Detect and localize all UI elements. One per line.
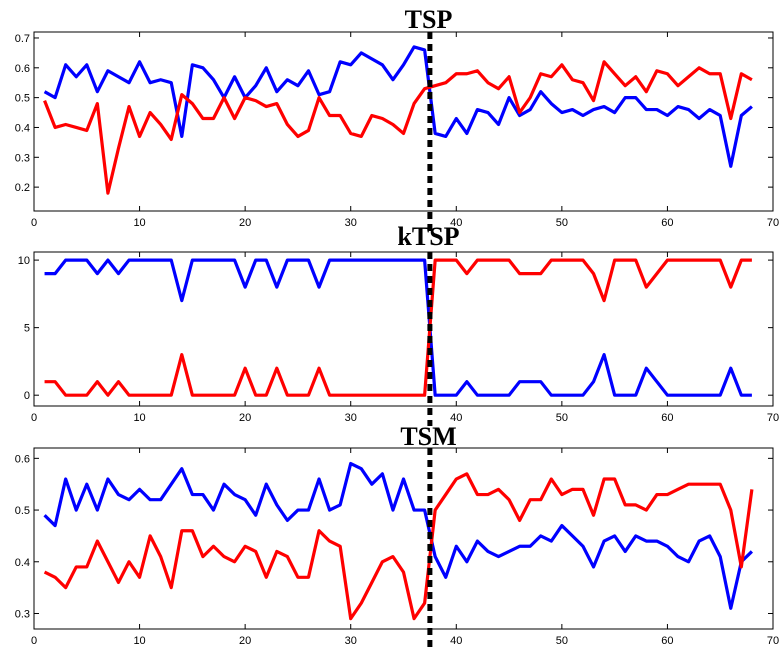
series-line-red [44,258,752,397]
x-tick-label: 30 [345,217,357,229]
x-tick-label: 50 [556,217,568,229]
y-tick-label: 0.4 [15,557,30,569]
x-tick-label: 50 [556,635,568,647]
x-tick-label: 20 [239,217,251,229]
y-tick-label: 0 [24,390,30,402]
x-tick-label: 60 [661,635,673,647]
x-tick-label: 10 [133,635,145,647]
chart-title: kTSP [397,222,459,251]
x-tick-label: 30 [345,412,357,424]
series-line-red [43,60,753,195]
chart-panel-ktsp: 0 10 20 30 40 50 60 70 0 5 10 kTSP [18,222,779,426]
x-tick-label: 10 [133,217,145,229]
x-tick-label: 0 [31,217,37,229]
x-tick-label: 70 [767,412,779,424]
x-tick-label: 60 [661,412,673,424]
x-tick-label: 10 [133,412,145,424]
chart-title: TSP [405,5,453,34]
x-tick-label: 40 [450,217,462,229]
y-tick-label: 10 [18,255,30,267]
x-tick-label: 60 [661,217,673,229]
x-tick-label: 70 [767,635,779,647]
x-tick-label: 30 [345,635,357,647]
x-tick-label: 50 [556,412,568,424]
series-line-blue [43,45,753,168]
axes-box [33,251,774,407]
y-tick-label: 0.2 [15,182,30,194]
y-tick-label: 0.7 [15,33,30,45]
x-tick-label: 0 [31,412,37,424]
y-tick-label: 5 [24,323,30,335]
x-tick-label: 20 [239,635,251,647]
y-tick-label: 0.3 [15,152,30,164]
y-tick-label: 0.3 [15,608,30,620]
series-line-blue [44,258,752,397]
x-tick-label: 20 [239,412,251,424]
axes-box [33,447,774,630]
chart-panel-tsm: 0 10 20 30 40 50 60 70 0.3 0.4 0.5 0.6 TSM [15,422,779,648]
series-line-blue [43,461,754,610]
x-tick-label: 40 [450,412,462,424]
y-tick-label: 0.6 [15,63,30,75]
chart-title: TSM [400,422,456,451]
y-tick-label: 0.5 [15,93,30,105]
y-tick-label: 0.4 [15,122,30,134]
y-tick-label: 0.5 [15,505,30,517]
x-tick-label: 70 [767,217,779,229]
y-tick-label: 0.6 [15,453,30,465]
chart-panel-tsp: 0 10 20 30 40 50 60 70 0.2 0.3 0.4 0.5 0.6 0.7 TSP [15,5,779,231]
x-tick-label: 40 [450,635,462,647]
series-line-red [43,472,754,621]
x-tick-label: 0 [31,635,37,647]
